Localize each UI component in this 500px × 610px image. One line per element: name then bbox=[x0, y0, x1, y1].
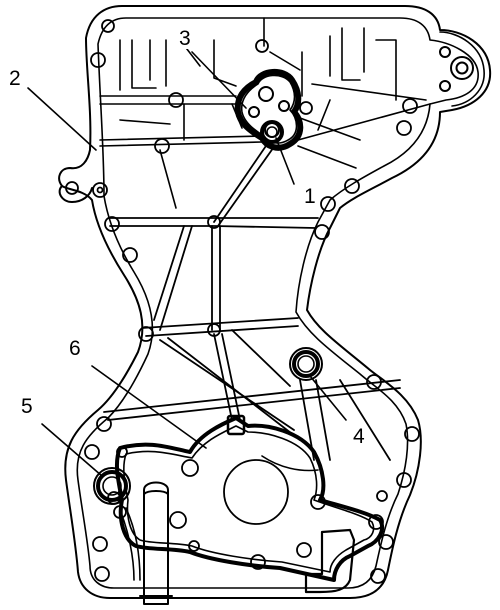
upper-right-ear bbox=[439, 31, 485, 107]
leader-4 bbox=[309, 375, 347, 421]
leader-6 bbox=[91, 365, 207, 449]
callout-3: 3 bbox=[178, 27, 192, 50]
cover-outer-outline bbox=[58, 5, 492, 599]
callout-1: 1 bbox=[303, 185, 317, 208]
callout-4: 4 bbox=[352, 425, 366, 448]
o-ring-4 bbox=[289, 347, 323, 381]
oil-pump-housing bbox=[113, 414, 385, 582]
upper-ribs bbox=[99, 17, 431, 209]
leader-1 bbox=[275, 137, 295, 185]
o-ring-1 bbox=[260, 120, 284, 144]
lower-left-curve bbox=[119, 509, 135, 581]
leader-3 bbox=[191, 51, 247, 109]
leader-2 bbox=[27, 87, 97, 151]
middle-ribs bbox=[103, 139, 401, 461]
cover-inner-outline bbox=[76, 17, 479, 589]
upper-left-lug bbox=[58, 185, 93, 203]
bottom-right-outlet bbox=[304, 528, 356, 594]
callout-6: 6 bbox=[68, 337, 82, 360]
oil-control-valve-gasket bbox=[234, 69, 304, 151]
callout-5: 5 bbox=[20, 395, 34, 418]
callout-2: 2 bbox=[8, 67, 22, 90]
strainer-pipe bbox=[139, 481, 173, 605]
leader-lines bbox=[27, 51, 347, 477]
leader-5 bbox=[41, 423, 103, 477]
